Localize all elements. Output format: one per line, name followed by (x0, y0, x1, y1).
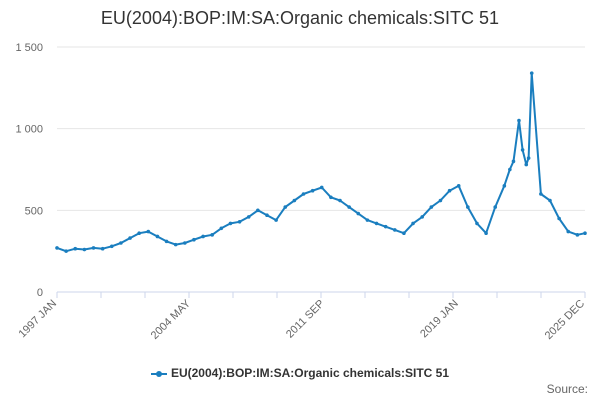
data-point (583, 231, 587, 235)
legend-line-icon (150, 370, 167, 377)
data-point (575, 233, 580, 237)
data-point (438, 198, 443, 203)
data-point (274, 218, 278, 222)
data-point (210, 233, 215, 237)
data-point (365, 218, 370, 222)
data-point (183, 241, 187, 245)
data-point (219, 226, 224, 231)
legend[interactable]: EU(2004):BOP:IM:SA:Organic chemicals:SIT… (0, 366, 600, 380)
data-point (256, 208, 260, 213)
data-point (539, 192, 543, 196)
x-tick-label: 2025 DEC (543, 298, 587, 342)
data-point (429, 205, 434, 209)
data-point (411, 221, 415, 226)
series-line (56, 72, 586, 253)
data-point (292, 198, 297, 203)
data-point (374, 221, 379, 226)
data-point (164, 239, 169, 244)
data-point (338, 198, 342, 203)
data-point (484, 231, 488, 235)
data-point (246, 215, 251, 219)
data-point (383, 224, 388, 229)
data-point (517, 118, 521, 123)
data-point (137, 231, 141, 235)
data-point (526, 156, 531, 160)
data-point (319, 185, 324, 190)
data-point (301, 192, 306, 196)
data-point (82, 247, 87, 252)
data-point (529, 71, 534, 75)
axes (56, 291, 586, 298)
data-point (265, 213, 269, 218)
data-point (566, 229, 571, 234)
data-point (228, 221, 233, 226)
source-link[interactable]: Source: (546, 382, 588, 396)
data-point (402, 231, 406, 235)
data-point (91, 246, 96, 250)
data-point (447, 188, 452, 193)
data-point (128, 236, 132, 240)
data-point (310, 188, 315, 193)
data-point (100, 246, 105, 251)
data-point (466, 205, 470, 209)
series-layer (55, 71, 587, 253)
data-point (237, 219, 242, 224)
data-point (493, 205, 498, 209)
data-point (356, 211, 361, 216)
x-tick-label: 2019 JAN (418, 298, 461, 341)
data-point (456, 184, 461, 188)
legend-label: EU(2004):BOP:IM:SA:Organic chemicals:SIT… (170, 366, 450, 380)
data-point (109, 244, 114, 249)
data-point (73, 246, 78, 251)
data-point (511, 159, 516, 164)
data-point (557, 216, 561, 221)
data-point (548, 198, 552, 203)
y-tick-label: 0 (37, 287, 43, 299)
data-point (392, 228, 397, 232)
data-point (146, 229, 151, 234)
data-point (524, 162, 529, 167)
x-tick-label: 1997 JAN (16, 298, 59, 341)
y-tick-label: 1 000 (15, 124, 43, 136)
data-point (192, 237, 196, 242)
data-point (520, 148, 525, 152)
x-tick-label: 2004 MAY (149, 297, 194, 342)
data-point (508, 167, 512, 172)
chart-title: EU(2004):BOP:IM:SA:Organic chemicals:SIT… (100, 8, 500, 28)
data-point (475, 221, 479, 226)
y-tick-label: 500 (25, 205, 43, 217)
data-point (119, 241, 123, 245)
x-tick-label: 2011 SEP (284, 298, 327, 341)
data-point (420, 215, 424, 219)
data-point (329, 195, 333, 200)
data-point (283, 205, 288, 209)
data-point (502, 184, 507, 188)
data-point (347, 205, 351, 209)
data-point (155, 234, 160, 239)
data-point (173, 242, 178, 247)
y-tick-label: 1 500 (15, 42, 43, 54)
data-point (55, 246, 59, 250)
gridlines (57, 46, 585, 211)
data-point (64, 249, 68, 253)
data-point (201, 234, 205, 239)
